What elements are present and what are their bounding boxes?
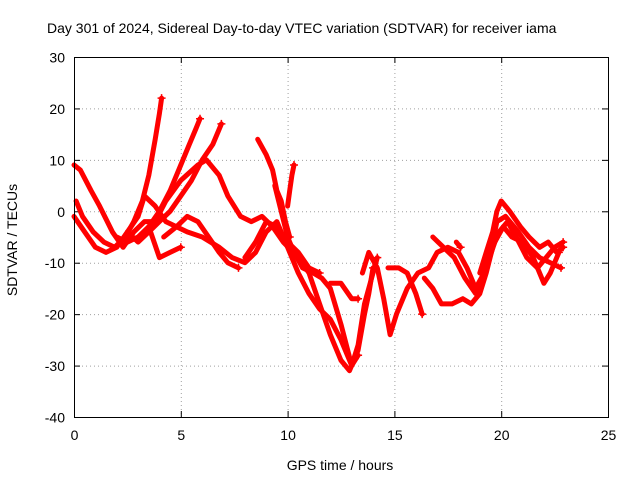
marker-sat-d	[196, 114, 205, 123]
series-sat-g	[161, 219, 380, 369]
marker-sat-g	[373, 253, 382, 262]
marker-sat-b	[157, 94, 166, 103]
series-sat-n	[385, 265, 425, 317]
series-sat-q	[477, 198, 566, 276]
y-tick-label: -10	[45, 255, 65, 271]
marker-sat-q	[559, 243, 568, 252]
marker-sat-i	[354, 351, 363, 360]
x-tick-label: 15	[387, 427, 403, 443]
x-tick-label: 20	[494, 427, 510, 443]
y-tick-label: 30	[49, 50, 65, 66]
y-tick-label: 0	[57, 204, 65, 220]
y-axis-label: SDTVAR / TECUs	[4, 184, 20, 296]
y-tick-label: -40	[45, 410, 65, 426]
chart-title: Day 301 of 2024, Sidereal Day-to-day VTE…	[47, 20, 557, 36]
marker-sat-c	[234, 263, 243, 272]
y-tick-label: 10	[49, 152, 65, 168]
series-sat-i	[272, 183, 361, 369]
x-axis-label: GPS time / hours	[287, 457, 394, 473]
series-sat-e	[124, 121, 224, 245]
series-sat-j	[285, 162, 297, 209]
series-sat-m	[359, 213, 564, 338]
series-sat-k	[242, 219, 323, 276]
x-tick-label: 25	[601, 427, 617, 443]
x-tick-label: 0	[71, 427, 79, 443]
marker-sat-j	[290, 161, 299, 169]
marker-sat-k	[315, 269, 324, 277]
y-tick-label: 20	[49, 101, 65, 117]
marker-sat-l	[354, 294, 363, 303]
series-sat-a	[71, 157, 376, 374]
marker-sat-e	[217, 119, 226, 128]
series-sat-f	[146, 224, 184, 261]
marker-sat-n	[418, 310, 427, 319]
y-tick-label: -30	[45, 358, 65, 374]
marker-sat-f	[176, 243, 185, 252]
x-tick-label: 10	[280, 427, 296, 443]
x-tick-label: 5	[177, 427, 185, 443]
marker-sat-m	[557, 263, 566, 272]
plot-frame	[74, 57, 609, 418]
y-tick-label: -20	[45, 307, 65, 323]
plot-area	[71, 94, 568, 374]
series-sat-p	[430, 224, 562, 297]
marker-sat-r	[456, 243, 465, 252]
